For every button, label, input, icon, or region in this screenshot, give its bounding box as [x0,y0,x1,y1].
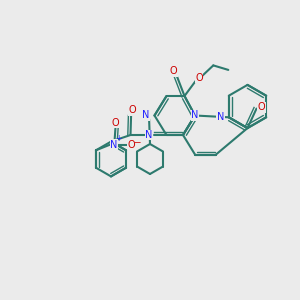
Text: N: N [142,110,149,121]
Text: N: N [191,110,199,121]
Text: N: N [110,140,118,150]
Text: N: N [146,130,153,140]
Text: O: O [112,118,119,128]
Text: O: O [128,140,135,150]
Text: +: + [116,134,122,143]
Text: O: O [169,66,177,76]
Text: O: O [195,73,203,83]
Text: O: O [258,102,266,112]
Text: O: O [129,105,136,115]
Text: −: − [133,137,140,146]
Text: N: N [217,112,224,122]
